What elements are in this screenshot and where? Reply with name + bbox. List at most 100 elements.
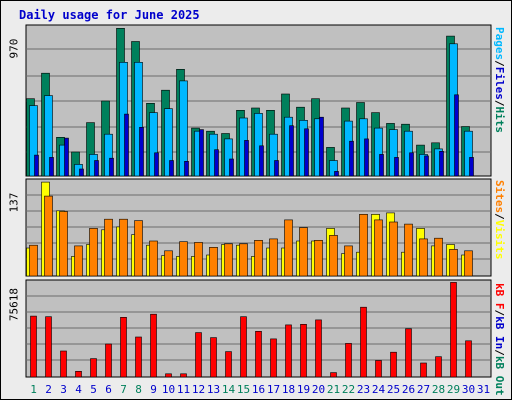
day-label: 26 xyxy=(402,383,415,396)
top-bar-pages-day-16 xyxy=(259,145,264,177)
day-label: 13 xyxy=(207,383,220,396)
top-bar-files-day-2 xyxy=(44,95,53,177)
bottom-bar-kb-f-day-30 xyxy=(465,340,472,378)
middle-bar-sites-day-2 xyxy=(44,195,53,277)
top-bar-pages-day-24 xyxy=(379,154,384,177)
top-bar-pages-day-21 xyxy=(334,171,339,177)
day-label: 30 xyxy=(462,383,475,396)
bottom-panel-legend: kB F/kB In/kB Out xyxy=(493,283,506,396)
bottom-bar-kb-f-day-28 xyxy=(435,356,442,378)
day-label: 10 xyxy=(162,383,175,396)
middle-bar-sites-day-5 xyxy=(89,228,98,277)
middle-bar-sites-day-26 xyxy=(404,223,413,277)
top-bar-pages-day-7 xyxy=(124,113,129,177)
bottom-panel xyxy=(25,279,492,378)
top-bar-pages-day-5 xyxy=(94,160,99,177)
top-bar-pages-day-30 xyxy=(469,157,474,177)
bottom-bar-kb-f-day-19 xyxy=(300,323,307,378)
day-label: 21 xyxy=(327,383,340,396)
top-bar-pages-day-20 xyxy=(319,116,324,177)
bottom-legend-part: kB Out xyxy=(493,355,506,396)
middle-bar-sites-day-11 xyxy=(179,241,188,277)
middle-bar-sites-day-30 xyxy=(464,250,473,277)
top-panel-max-label: 970 xyxy=(7,38,21,59)
bottom-bar-kb-f-day-27 xyxy=(420,362,427,378)
top-bar-pages-day-14 xyxy=(229,158,234,177)
top-bar-files-day-21 xyxy=(329,160,338,177)
day-label: 27 xyxy=(417,383,430,396)
middle-bar-sites-day-28 xyxy=(434,237,443,277)
top-bar-pages-day-18 xyxy=(289,125,294,177)
top-bar-files-day-25 xyxy=(389,129,398,177)
top-legend-part: / xyxy=(493,60,506,67)
top-bar-pages-day-28 xyxy=(439,151,444,177)
middle-bar-sites-day-16 xyxy=(254,240,263,277)
top-bar-pages-day-26 xyxy=(409,152,414,177)
middle-bar-sites-day-12 xyxy=(194,242,203,277)
middle-bar-sites-day-18 xyxy=(284,219,293,277)
bottom-bar-kb-f-day-17 xyxy=(270,338,277,378)
middle-legend-part: / xyxy=(493,213,506,220)
top-bar-pages-day-8 xyxy=(139,127,144,177)
day-label: 14 xyxy=(222,383,236,396)
day-label: 28 xyxy=(432,383,445,396)
top-bar-pages-day-11 xyxy=(184,161,189,177)
bottom-bar-kb-f-day-18 xyxy=(285,324,292,378)
bottom-panel-max-label: 75618 xyxy=(7,287,21,322)
top-legend-part: / xyxy=(493,99,506,107)
top-bar-files-day-11 xyxy=(179,80,188,177)
middle-panel-max-label: 137 xyxy=(7,192,21,213)
middle-bar-sites-day-17 xyxy=(269,238,278,277)
middle-bar-sites-day-10 xyxy=(164,250,173,277)
top-bar-pages-day-12 xyxy=(199,129,204,177)
bottom-bar-kb-f-day-6 xyxy=(105,343,112,378)
middle-panel xyxy=(25,178,492,277)
day-label: 22 xyxy=(342,383,355,396)
top-bar-pages-day-13 xyxy=(214,149,219,177)
top-panel xyxy=(25,24,492,177)
bottom-bar-kb-f-day-29 xyxy=(450,282,457,378)
bottom-bar-kb-f-day-25 xyxy=(390,351,397,378)
middle-bar-sites-day-7 xyxy=(119,218,128,277)
bottom-legend-part: kB F xyxy=(493,283,506,310)
bottom-bar-kb-f-day-2 xyxy=(45,316,52,378)
top-legend-part: Pages xyxy=(493,27,506,61)
bottom-bar-kb-f-day-5 xyxy=(90,358,97,378)
bottom-bar-kb-f-day-26 xyxy=(405,328,412,378)
day-label: 7 xyxy=(120,383,127,396)
middle-panel-legend: Sites/Visits xyxy=(493,180,506,260)
middle-bar-sites-day-23 xyxy=(359,214,368,277)
top-panel-legend: Pages/Files/Hits xyxy=(493,27,506,133)
day-label: 20 xyxy=(312,383,325,396)
top-bar-files-day-6 xyxy=(104,133,113,177)
top-bar-pages-day-2 xyxy=(49,157,54,177)
day-label: 18 xyxy=(282,383,295,396)
bottom-bar-kb-f-day-16 xyxy=(255,330,262,378)
middle-bar-sites-day-3 xyxy=(59,211,68,277)
top-bar-pages-day-15 xyxy=(244,140,249,177)
middle-bar-sites-day-4 xyxy=(74,245,83,277)
day-label: 29 xyxy=(447,383,460,396)
day-label: 5 xyxy=(90,383,97,396)
bottom-bar-kb-f-day-8 xyxy=(135,336,142,378)
middle-bar-sites-day-8 xyxy=(134,220,143,277)
bottom-bar-kb-f-day-11 xyxy=(180,373,187,378)
middle-bar-sites-day-15 xyxy=(239,243,248,277)
day-label: 9 xyxy=(150,383,157,396)
middle-bar-sites-day-21 xyxy=(329,235,338,277)
day-labels: 1 2 3 4 5 6 7 8 9 10 11 12 13 14 15 16 17 18 19 20 21 22 23 24 2… xyxy=(30,383,490,396)
day-label: 17 xyxy=(267,383,280,396)
bottom-bar-kb-f-day-22 xyxy=(345,343,352,378)
middle-bar-sites-day-9 xyxy=(149,240,158,277)
bottom-bar-kb-f-day-13 xyxy=(210,337,217,378)
top-bar-files-day-24 xyxy=(374,127,383,177)
day-label: 4 xyxy=(75,383,82,396)
middle-bar-sites-day-29 xyxy=(449,249,458,277)
day-label: 16 xyxy=(252,383,265,396)
top-bar-pages-day-6 xyxy=(109,157,114,177)
day-label: 12 xyxy=(192,383,205,396)
middle-bar-sites-day-22 xyxy=(344,245,353,277)
top-bar-pages-day-9 xyxy=(154,152,159,177)
top-bar-files-day-8 xyxy=(134,61,143,177)
bottom-bar-kb-f-day-4 xyxy=(75,370,82,378)
